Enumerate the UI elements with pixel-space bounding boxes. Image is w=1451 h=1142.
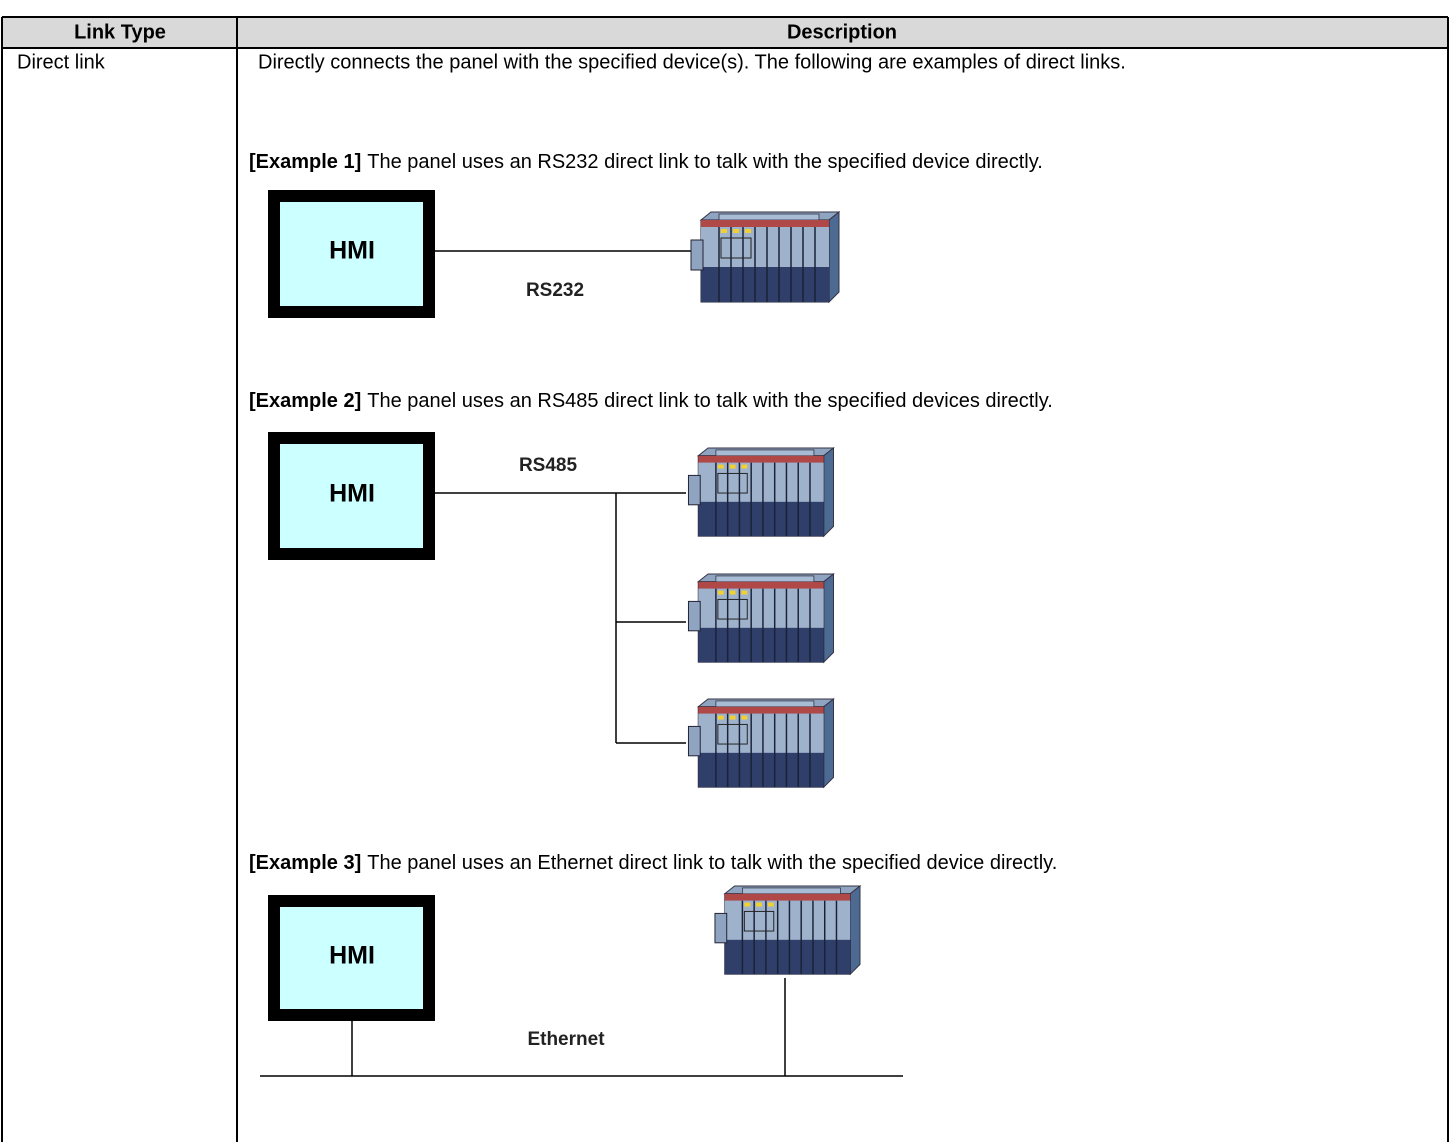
example-text: The panel uses an Ethernet direct link t…: [367, 852, 1057, 874]
example-caption: [Example 3] The panel uses an Ethernet di…: [249, 852, 1057, 874]
example-text: The panel uses an RS232 direct link to t…: [367, 151, 1043, 173]
hmi-label: HMI: [329, 942, 375, 970]
description: Directly connects the panel with the spe…: [258, 51, 1126, 73]
hmi-label: HMI: [329, 480, 375, 508]
hmi-box: [268, 190, 435, 318]
plc-device: [687, 698, 835, 788]
ethernet-cable: [260, 978, 903, 1077]
header-background: [2, 17, 1448, 48]
header-cell: Link Type: [74, 21, 166, 43]
example-label: [Example 1]: [249, 151, 361, 173]
hmi-box: [268, 432, 435, 560]
link-label: RS485: [519, 455, 578, 476]
example-label: [Example 3]: [249, 852, 361, 874]
link-label: Ethernet: [527, 1029, 605, 1050]
plc-device: [714, 885, 861, 975]
example-caption: [Example 2] The panel uses an RS485 direc…: [249, 390, 1053, 412]
plc-device: [687, 573, 835, 663]
link-label: RS232: [526, 280, 584, 301]
example-text: The panel uses an RS485 direct link to t…: [367, 390, 1053, 412]
example-caption: [Example 1] The panel uses an RS232 direc…: [249, 151, 1043, 173]
plc-device: [687, 447, 835, 537]
hmi-label: HMI: [329, 237, 375, 265]
plc-device: [690, 211, 840, 303]
hmi-box: [268, 895, 435, 1021]
link-type: Direct link: [17, 51, 106, 73]
bus-cable: [435, 492, 686, 744]
example-label: [Example 2]: [249, 390, 361, 412]
table-borders: [1, 16, 1449, 1142]
header-cell: Description: [787, 21, 897, 43]
